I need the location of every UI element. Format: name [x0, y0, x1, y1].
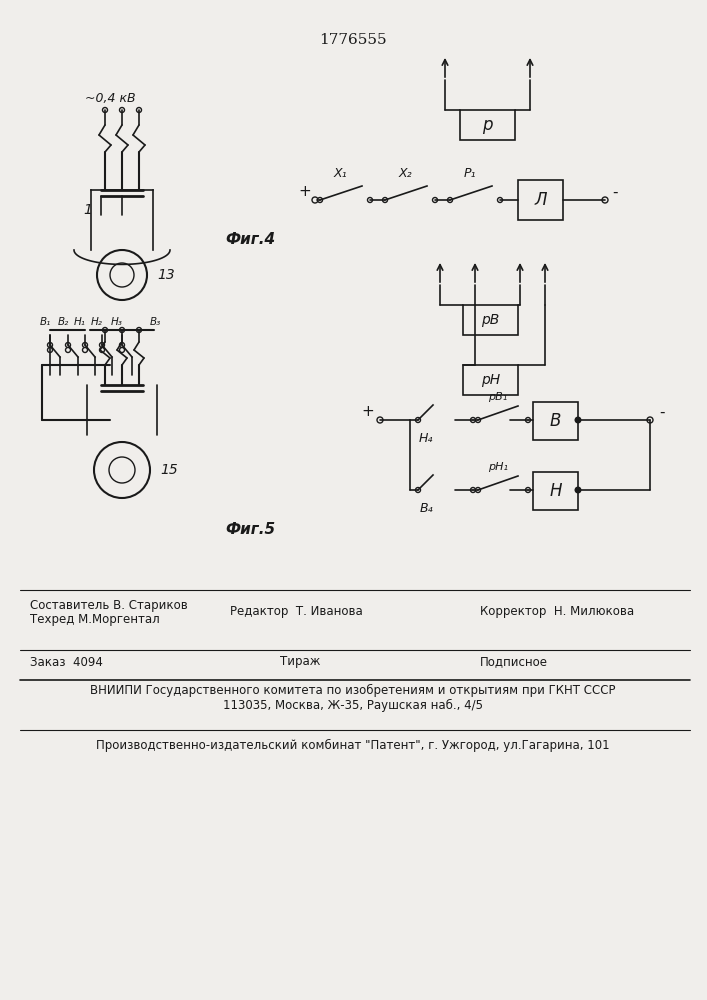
- Text: Составитель В. Стариков: Составитель В. Стариков: [30, 598, 188, 611]
- Text: В₁: В₁: [40, 317, 51, 327]
- Text: р: р: [482, 116, 493, 134]
- Circle shape: [470, 488, 476, 492]
- Circle shape: [377, 417, 383, 423]
- Text: Редактор  Т. Иванова: Редактор Т. Иванова: [230, 605, 363, 618]
- Circle shape: [119, 342, 124, 348]
- Text: В₄: В₄: [419, 502, 433, 515]
- Circle shape: [119, 348, 124, 353]
- Circle shape: [525, 488, 530, 492]
- Bar: [533, 472, 578, 510]
- Bar: [518, 180, 563, 220]
- Text: Тираж: Тираж: [280, 656, 320, 668]
- Text: Производственно-издательский комбинат "Патент", г. Ужгород, ул.Гагарина, 101: Производственно-издательский комбинат "П…: [96, 738, 610, 752]
- Text: рН: рН: [481, 373, 500, 387]
- Circle shape: [312, 197, 318, 203]
- Circle shape: [476, 418, 481, 422]
- Circle shape: [83, 342, 88, 348]
- Text: 113035, Москва, Ж-35, Раушская наб., 4/5: 113035, Москва, Ж-35, Раушская наб., 4/5: [223, 698, 483, 712]
- Circle shape: [368, 198, 373, 202]
- Text: 13: 13: [157, 268, 175, 282]
- Text: Техред М.Моргентал: Техред М.Моргентал: [30, 613, 160, 626]
- Text: Подписное: Подписное: [480, 656, 548, 668]
- Circle shape: [83, 348, 88, 353]
- Text: Н₂: Н₂: [91, 317, 103, 327]
- Text: В: В: [550, 412, 561, 430]
- Circle shape: [575, 487, 581, 493]
- Bar: [460, 110, 515, 140]
- Text: В₃: В₃: [149, 317, 160, 327]
- Circle shape: [66, 348, 71, 353]
- Circle shape: [100, 348, 105, 353]
- Circle shape: [317, 198, 322, 202]
- Text: В₂: В₂: [57, 317, 69, 327]
- Circle shape: [602, 197, 608, 203]
- Circle shape: [119, 107, 124, 112]
- Bar: [533, 402, 578, 440]
- Text: -: -: [659, 404, 665, 420]
- Text: Н₃: Н₃: [111, 317, 123, 327]
- Text: рВ: рВ: [481, 313, 500, 327]
- Text: +: +: [298, 184, 311, 200]
- Text: +: +: [361, 404, 375, 420]
- Circle shape: [103, 107, 107, 112]
- Text: 1776555: 1776555: [319, 33, 387, 47]
- Circle shape: [136, 328, 141, 332]
- Text: Н₁: Н₁: [74, 317, 86, 327]
- Text: Н₄: Н₄: [419, 432, 433, 445]
- Text: Корректор  Н. Милюкова: Корректор Н. Милюкова: [480, 605, 634, 618]
- Text: X₂: X₂: [398, 167, 411, 180]
- Circle shape: [476, 488, 481, 492]
- Circle shape: [136, 107, 141, 112]
- Circle shape: [525, 418, 530, 422]
- Text: P₁: P₁: [464, 167, 477, 180]
- Circle shape: [47, 342, 52, 348]
- Circle shape: [470, 418, 476, 422]
- Text: 1: 1: [83, 203, 93, 217]
- Text: -: -: [612, 184, 618, 200]
- Circle shape: [47, 348, 52, 353]
- Circle shape: [382, 198, 387, 202]
- Text: рВ₁: рВ₁: [489, 392, 508, 402]
- Circle shape: [119, 328, 124, 332]
- Bar: [463, 365, 518, 395]
- Circle shape: [575, 416, 581, 424]
- Circle shape: [498, 198, 503, 202]
- Text: ~0,4 кВ: ~0,4 кВ: [85, 92, 136, 105]
- Text: рН₁: рН₁: [488, 462, 508, 472]
- Circle shape: [100, 342, 105, 348]
- Text: Заказ  4094: Заказ 4094: [30, 656, 103, 668]
- Text: Фиг.5: Фиг.5: [225, 522, 275, 538]
- Text: X₁: X₁: [333, 167, 347, 180]
- Circle shape: [647, 417, 653, 423]
- Text: Н: Н: [549, 482, 562, 500]
- Text: ВНИИПИ Государственного комитета по изобретениям и открытиям при ГКНТ СССР: ВНИИПИ Государственного комитета по изоб…: [90, 683, 616, 697]
- Text: Фиг.4: Фиг.4: [225, 232, 275, 247]
- Bar: [463, 305, 518, 335]
- Text: 15: 15: [160, 463, 177, 477]
- Circle shape: [416, 488, 421, 492]
- Circle shape: [66, 342, 71, 348]
- Circle shape: [103, 328, 107, 332]
- Circle shape: [433, 198, 438, 202]
- Text: Л: Л: [534, 191, 547, 209]
- Circle shape: [416, 418, 421, 422]
- Circle shape: [448, 198, 452, 202]
